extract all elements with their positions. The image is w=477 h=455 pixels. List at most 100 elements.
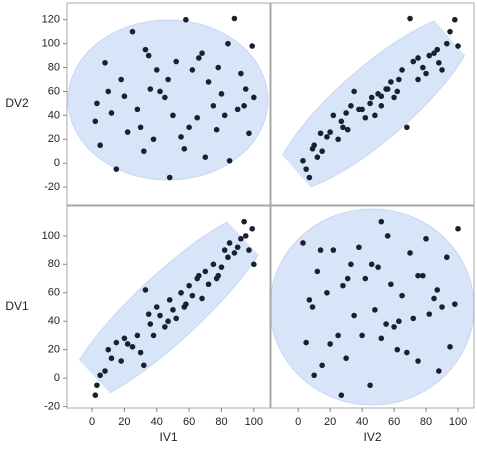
- point: [194, 114, 201, 121]
- point: [410, 58, 417, 65]
- point: [241, 218, 247, 225]
- point: [351, 312, 357, 319]
- point: [153, 304, 160, 310]
- point: [399, 67, 405, 73]
- point: [251, 94, 257, 101]
- point: [444, 40, 450, 47]
- point: [384, 233, 391, 239]
- point: [199, 295, 205, 302]
- y-tick-label: 40: [48, 315, 60, 327]
- point: [181, 304, 188, 310]
- point: [178, 289, 184, 296]
- point: [166, 174, 173, 181]
- point: [367, 100, 373, 107]
- point: [249, 225, 256, 232]
- x-tick-label: 0: [89, 416, 95, 428]
- ellipse: [275, 14, 475, 192]
- point: [394, 88, 401, 95]
- point: [426, 52, 433, 59]
- point: [242, 86, 249, 92]
- y-tick-label: 40: [48, 109, 60, 121]
- point: [145, 52, 152, 59]
- point: [420, 64, 426, 71]
- y-tick-label: 60: [48, 85, 60, 97]
- point: [141, 148, 147, 155]
- point: [375, 91, 381, 97]
- x-tick-label: 100: [449, 416, 467, 428]
- point: [384, 86, 391, 92]
- point: [362, 114, 369, 121]
- point: [306, 174, 313, 181]
- point: [150, 136, 157, 143]
- point: [215, 64, 222, 71]
- point: [356, 106, 362, 113]
- point: [246, 247, 252, 253]
- y-tick-label: 0: [54, 157, 60, 169]
- y-axis-label: DV1: [5, 299, 29, 313]
- point: [124, 341, 131, 347]
- point: [108, 110, 115, 116]
- point: [137, 349, 144, 356]
- point: [375, 264, 381, 270]
- point: [210, 102, 217, 109]
- point: [94, 382, 100, 389]
- point: [102, 368, 108, 374]
- point: [181, 146, 188, 152]
- x-tick-label: 60: [183, 416, 195, 428]
- y-tick-label: 80: [48, 61, 60, 73]
- x-tick-label: 40: [151, 416, 163, 428]
- point: [343, 110, 349, 116]
- point: [399, 292, 405, 299]
- point: [113, 166, 120, 172]
- y-tick-label: 60: [48, 287, 60, 299]
- point: [142, 46, 149, 53]
- point: [452, 16, 458, 23]
- point: [439, 67, 445, 73]
- y-tick-label: 0: [54, 372, 60, 384]
- y-tick-label: 120: [42, 14, 60, 26]
- panel-frame: [66, 2, 271, 206]
- y-tick-label: 20: [48, 344, 60, 356]
- point: [423, 70, 429, 77]
- point: [391, 94, 397, 101]
- point: [368, 94, 375, 101]
- point: [338, 118, 345, 125]
- point: [356, 244, 362, 251]
- point: [447, 28, 453, 35]
- point: [330, 112, 337, 119]
- point: [186, 282, 192, 289]
- point: [436, 59, 442, 66]
- point: [455, 225, 461, 232]
- y-tick-label: -20: [44, 400, 60, 412]
- point: [314, 154, 321, 160]
- point: [121, 93, 128, 100]
- point: [147, 321, 154, 327]
- ellipse: [67, 19, 269, 181]
- point: [439, 304, 445, 310]
- point: [431, 295, 437, 302]
- point: [404, 124, 410, 131]
- point: [407, 15, 413, 22]
- point: [97, 372, 103, 379]
- point: [129, 344, 136, 350]
- point: [173, 315, 179, 322]
- point: [404, 349, 410, 356]
- point: [338, 392, 345, 398]
- panel-frame: [270, 2, 475, 206]
- point: [324, 289, 330, 296]
- point: [455, 43, 461, 49]
- point: [170, 112, 176, 119]
- point: [205, 79, 212, 85]
- point: [225, 40, 231, 47]
- point: [372, 307, 378, 313]
- point: [447, 344, 453, 350]
- point: [162, 324, 168, 330]
- point: [367, 382, 373, 389]
- point: [335, 136, 341, 143]
- point: [434, 46, 441, 53]
- point: [165, 76, 171, 83]
- panel-frame: [66, 205, 271, 409]
- x-tick-label: 60: [388, 416, 400, 428]
- point: [434, 287, 441, 293]
- point: [121, 335, 128, 342]
